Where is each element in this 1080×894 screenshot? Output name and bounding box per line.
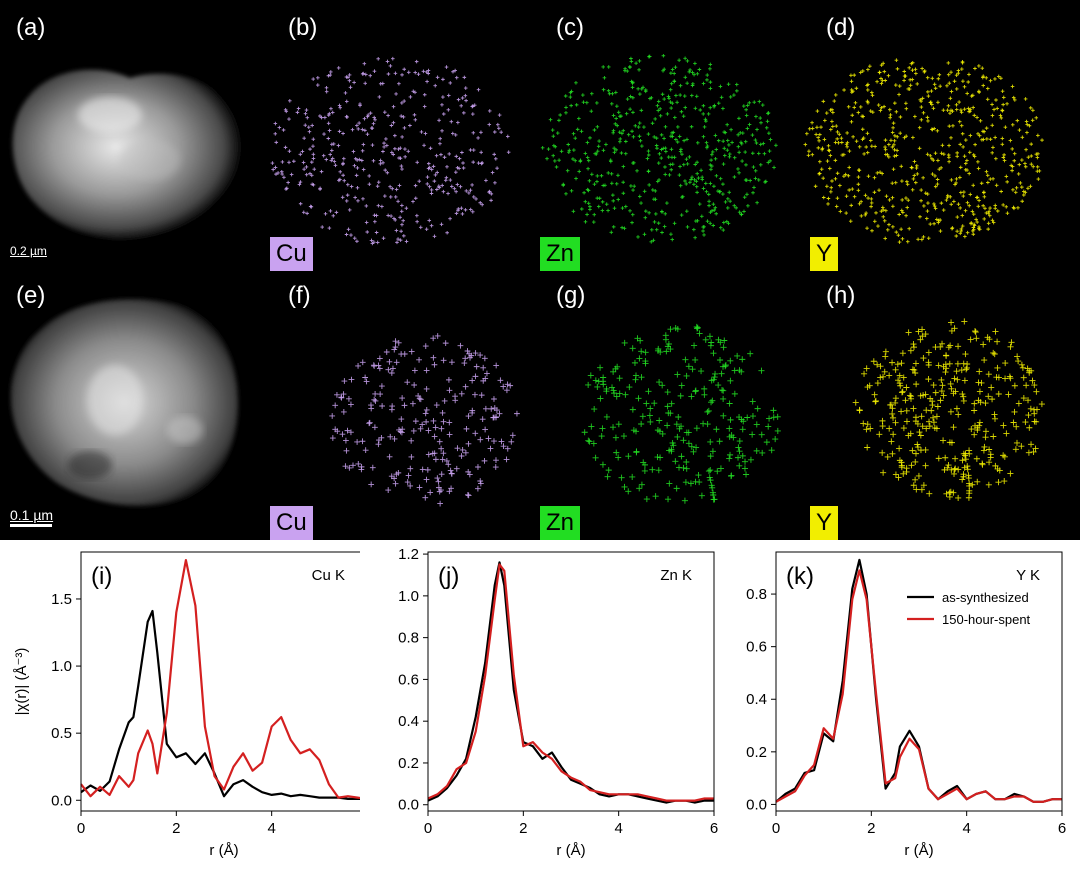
panel-label-g: (g) [556, 282, 586, 309]
eds-map-5 [852, 318, 1045, 501]
x-axis-label: r (Å) [904, 842, 933, 859]
eds-dot-layer [270, 53, 1045, 507]
y-tick-label: 0.6 [746, 639, 767, 656]
panel-label: (i) [91, 563, 112, 590]
x-tick-label: 0 [424, 820, 432, 837]
panel-label-f: (f) [288, 282, 311, 309]
x-tick-label: 4 [267, 820, 275, 837]
element-label-y-row2: Y [810, 506, 839, 540]
eds-map-4 [581, 323, 781, 504]
eds-map-2 [803, 58, 1044, 244]
haadf-image-a [12, 69, 243, 242]
element-edge-annotation: Cu K [312, 567, 345, 584]
x-axis-label: r (Å) [209, 842, 238, 859]
x-tick-label: 2 [172, 820, 180, 837]
plot-frame [427, 551, 715, 812]
chart-y-k: 0 2 4 6 0.0 0.2 0.4 0.6 0.8 (k) Y K r (Å) as-synthes… [746, 551, 1066, 859]
panel-label-b: (b) [288, 14, 318, 41]
y-tick-label: 0.2 [746, 744, 767, 761]
element-edge-annotation: Y K [1016, 567, 1040, 584]
y-tick-label: 0.0 [398, 797, 419, 814]
scale-bar-row2 [10, 524, 52, 527]
y-tick-label: 0.8 [398, 630, 419, 647]
legend-entry: as-synthesized [942, 590, 1029, 605]
series-line-150-hour-spent [775, 569, 1062, 803]
panel-label-c: (c) [556, 14, 584, 41]
series-line-150-hour-spent [80, 559, 360, 800]
element-label-zn-row1: Zn [540, 237, 581, 271]
eds-map-3 [329, 333, 520, 507]
plot-frame [775, 551, 1063, 812]
x-tick-label: 0 [77, 820, 85, 837]
y-tick-label: 0.4 [398, 713, 419, 730]
panel-label-h: (h) [826, 282, 856, 309]
y-tick-label: 0.2 [398, 755, 419, 772]
element-label-cu-row1: Cu [270, 237, 313, 271]
x-tick-label: 2 [519, 820, 527, 837]
series-line-as-synthesized [80, 609, 360, 800]
x-tick-label: 0 [772, 820, 780, 837]
eds-images-svg [10, 53, 1045, 507]
y-axis-label: |χ(r)| (Å⁻³) [13, 648, 30, 716]
y-tick-label: 0.0 [51, 792, 72, 809]
y-tick-label: 1.0 [51, 658, 72, 675]
scale-bar-label-row2: 0.1 µm [10, 507, 54, 523]
series-line-as-synthesized [427, 561, 714, 804]
x-tick-label: 2 [867, 820, 875, 837]
y-tick-label: 0.5 [51, 725, 72, 742]
element-label-cu-row2: Cu [270, 506, 313, 540]
haadf-image-e [10, 298, 239, 506]
x-tick-label: 6 [710, 820, 718, 837]
element-edge-annotation: Zn K [660, 567, 692, 584]
y-tick-label: 0.4 [746, 691, 767, 708]
panel-label-d: (d) [826, 14, 856, 41]
y-tick-label: 1.0 [398, 588, 419, 605]
series-line-150-hour-spent [427, 563, 714, 802]
y-tick-label: 1.2 [398, 546, 419, 563]
y-tick-label: 1.5 [51, 591, 72, 608]
chart-zn-k: 0 2 4 6 0.0 0.2 0.4 0.6 0.8 1.0 1.2 (j) Zn K r (Å) [398, 546, 718, 859]
x-tick-label: 4 [614, 820, 622, 837]
panel-label-a: (a) [16, 14, 46, 41]
eds-image-grid: (a) (b) (c) (d) (e) (f) (g) (h) Cu Zn Y … [0, 0, 1080, 540]
element-label-y-row1: Y [810, 237, 839, 271]
plot-frame [80, 551, 360, 812]
eds-map-1 [540, 53, 778, 244]
x-axis-label: r (Å) [556, 842, 585, 859]
x-tick-label: 6 [1058, 820, 1066, 837]
eds-map-0 [270, 56, 511, 246]
y-tick-label: 0.6 [398, 671, 419, 688]
element-label-zn-row2: Zn [540, 506, 581, 540]
panel-label-e: (e) [16, 282, 46, 309]
panel-label: (j) [438, 563, 459, 590]
legend-entry: 150-hour-spent [942, 612, 1031, 627]
y-tick-label: 0.8 [746, 586, 767, 603]
panel-label: (k) [786, 563, 814, 590]
series-line-as-synthesized [775, 558, 1062, 803]
scale-bar-label-row1: 0.2 µm [10, 244, 47, 258]
x-tick-label: 4 [962, 820, 970, 837]
y-tick-label: 0.0 [746, 796, 767, 813]
